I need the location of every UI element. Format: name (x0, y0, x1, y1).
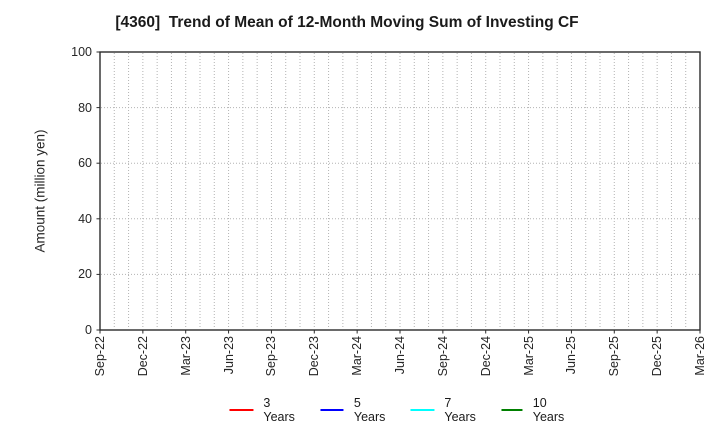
y-tick-label: 60 (78, 156, 92, 171)
y-tick-label: 0 (85, 323, 92, 337)
legend-item: 7 Years (410, 396, 481, 424)
x-tick-label: Mar-23 (178, 336, 193, 376)
legend-label: 10 Years (532, 396, 565, 424)
x-tick-label: Dec-22 (135, 336, 150, 377)
legend-label: 7 Years (444, 396, 476, 424)
x-tick-label: Sep-22 (93, 336, 107, 377)
x-tick-label: Sep-25 (607, 336, 622, 377)
x-tick-label: Mar-26 (693, 336, 707, 376)
plot-frame (99, 51, 701, 331)
x-tick-label: Mar-25 (521, 336, 536, 376)
y-tick-label: 20 (78, 267, 92, 282)
legend-line-3-years (229, 408, 254, 412)
x-tick-label: Dec-24 (478, 336, 493, 377)
y-tick-label: 40 (78, 211, 92, 226)
legend-line-7-years (410, 408, 435, 412)
x-tick-label: Jun-25 (564, 336, 579, 375)
x-tick-label: Dec-25 (650, 336, 665, 377)
legend-line-5-years (319, 408, 344, 412)
legend: 3 Years 5 Years 7 Years 10 Years (229, 396, 570, 424)
x-tick-label: Jun-23 (221, 336, 236, 375)
legend-item: 3 Years (229, 396, 299, 424)
legend-label: 3 Years (263, 396, 295, 424)
y-tick-label: 100 (71, 45, 92, 59)
x-tick-label: Mar-24 (350, 336, 365, 376)
legend-item: 5 Years (319, 396, 390, 424)
x-tick-label: Sep-23 (264, 336, 279, 377)
x-tick-label: Jun-24 (393, 336, 407, 375)
x-tick-label: Dec-23 (307, 336, 322, 377)
legend-line-10-years (501, 408, 523, 412)
x-tick-label: Sep-24 (435, 336, 450, 377)
y-tick-label: 80 (78, 100, 92, 115)
legend-item: 10 Years (501, 396, 571, 424)
chart-title: [4360] Trend of Mean of 12-Month Moving … (115, 14, 579, 31)
legend-label: 5 Years (353, 396, 386, 424)
